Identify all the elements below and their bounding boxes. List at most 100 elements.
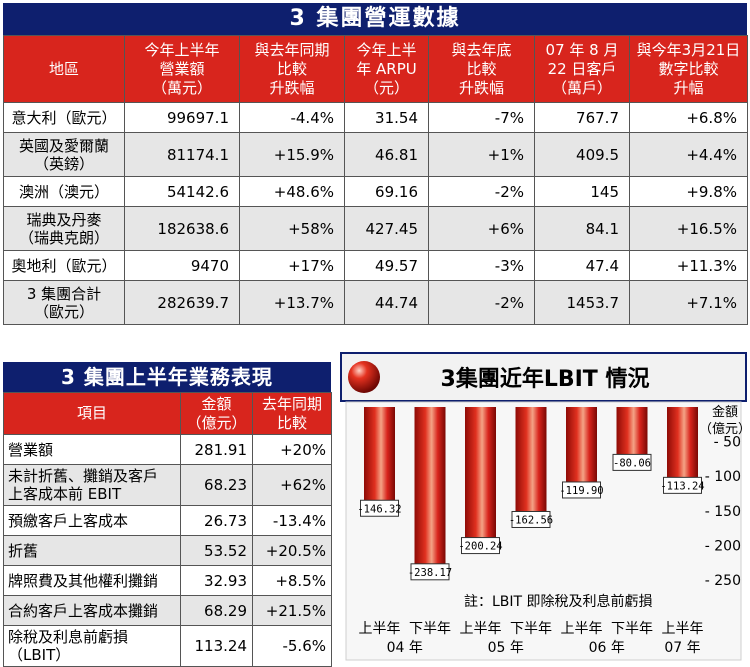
- value-cell: 409.5: [534, 132, 630, 177]
- value-cell: 282639.7: [124, 280, 240, 325]
- chart-note: 註：LBIT 即除稅及利息前虧損: [464, 593, 653, 610]
- table-row: 奧地利（歐元） 9470 +17% 49.57 -3% 47.4 +11.3%: [3, 250, 748, 281]
- lbit-bar: [465, 407, 496, 546]
- table-row: 折舊 53.52 +20.5%: [3, 535, 332, 566]
- header-line: 比較: [466, 59, 497, 78]
- value-cell: 1453.7: [534, 280, 630, 325]
- value-cell: +6.8%: [629, 102, 748, 133]
- value-cell: 26.73: [180, 505, 253, 536]
- table-row: 英國及愛爾蘭 （英鎊） 81174.1 +15.9% 46.81 +1% 409.5 +4.4…: [3, 132, 748, 177]
- region-line: （英鎊）: [33, 154, 94, 173]
- header-line: 07 年 8 月: [545, 40, 619, 59]
- region-cell: 英國及愛爾蘭 （英鎊）: [3, 132, 125, 177]
- y-tick-label: - 250: [705, 573, 741, 589]
- value-cell: 54142.6: [124, 176, 240, 207]
- item-cell: 折舊: [3, 535, 181, 566]
- y-axis-label: （億元）: [699, 421, 747, 437]
- operations-header-2: 與去年同期 比較 升跌幅: [239, 35, 345, 103]
- table-row: 澳洲（澳元） 54142.6 +48.6% 69.16 -2% 145 +9.8%: [3, 176, 748, 207]
- lbit-value-label-box: [360, 499, 399, 517]
- header-line: 今年上半: [356, 40, 417, 59]
- header-line: 營業額: [159, 59, 205, 78]
- header-line: 與今年3月21日: [636, 40, 741, 59]
- region-cell: 3 集團合計 （歐元）: [3, 280, 125, 325]
- y-axis-label: 金額: [712, 404, 738, 420]
- item-cell: 牌照費及其他權利攤銷: [3, 565, 181, 596]
- item-cell: 未計折舊、攤銷及客戶 上客成本前 EBIT: [3, 464, 181, 506]
- item-line: 合約客戶上客成本攤銷: [8, 601, 159, 620]
- region-line: 澳洲（澳元）: [18, 182, 109, 201]
- region-line: （瑞典克朗）: [18, 228, 109, 247]
- chart-title-frame: [340, 352, 747, 402]
- operations-header-1: 今年上半年 營業額 （萬元）: [124, 35, 240, 103]
- value-cell: 281.91: [180, 434, 253, 465]
- value-cell: +21.5%: [252, 595, 332, 626]
- operations-header-6: 與今年3月21日 數字比較 升幅: [629, 35, 748, 103]
- value-cell: +58%: [239, 206, 345, 251]
- value-cell: -13.4%: [252, 505, 332, 536]
- value-cell: 32.93: [180, 565, 253, 596]
- lbit-value-label-box: [511, 510, 551, 528]
- value-cell: +16.5%: [629, 206, 748, 251]
- value-cell: +4.4%: [629, 132, 748, 177]
- value-cell: 44.74: [344, 280, 429, 325]
- lbit-value-label-box: [410, 563, 450, 581]
- value-cell: -5.6%: [252, 625, 332, 667]
- lbit-value-label-box: [461, 537, 500, 555]
- table-row: 未計折舊、攤銷及客戶 上客成本前 EBIT 68.23 +62%: [3, 464, 332, 506]
- header-line: 22 日客戶: [547, 59, 617, 78]
- operations-header-0: 地區: [3, 35, 125, 103]
- table-row: 除稅及利息前虧損 （LBIT） 113.24 -5.6%: [3, 625, 332, 667]
- x-tick-label: 上半年: [662, 621, 704, 637]
- x-year-label: 06 年: [589, 640, 625, 656]
- item-cell: 營業額: [3, 434, 181, 465]
- header-line: 升跌幅: [458, 78, 504, 97]
- business-table: 項目 金額 （億元） 去年同期 比較 營業額 281.91 +20% 未計折舊、攤銷及客戶 上客…: [3, 392, 332, 667]
- header-line: 比較: [276, 413, 307, 432]
- value-cell: 99697.1: [124, 102, 240, 133]
- business-panel: 3 集團上半年業務表現 項目 金額 （億元） 去年同期 比較 營業額 281.91 +20%…: [3, 362, 332, 667]
- value-cell: +48.6%: [239, 176, 345, 207]
- value-cell: 84.1: [534, 206, 630, 251]
- value-cell: +15.9%: [239, 132, 345, 177]
- lbit-value-label: -113.24: [660, 480, 704, 492]
- value-cell: 9470: [124, 250, 240, 281]
- lbit-value-label-box: [663, 476, 702, 494]
- value-cell: +9.8%: [629, 176, 748, 207]
- business-header-2: 去年同期 比較: [252, 392, 332, 435]
- value-cell: -4.4%: [239, 102, 345, 133]
- x-tick-label: 下半年: [611, 621, 653, 637]
- header-line: （元）: [363, 78, 409, 97]
- value-cell: 47.4: [534, 250, 630, 281]
- value-cell: +1%: [428, 132, 535, 177]
- x-tick-label: 下半年: [510, 621, 552, 637]
- operations-header-3: 今年上半年 ARPU （元）: [344, 35, 429, 103]
- x-year-label: 05 年: [488, 640, 524, 656]
- value-cell: -3%: [428, 250, 535, 281]
- x-tick-label: 上半年: [359, 621, 401, 637]
- value-cell: -2%: [428, 176, 535, 207]
- value-cell: 68.29: [180, 595, 253, 626]
- business-header-1: 金額 （億元）: [180, 392, 253, 435]
- region-line: 瑞典及丹麥: [26, 210, 102, 229]
- table-row: 意大利（歐元） 99697.1 -4.4% 31.54 -7% 767.7 +6.8%: [3, 102, 748, 133]
- y-tick-label: - 100: [705, 469, 741, 485]
- header-line: 去年同期: [261, 394, 322, 413]
- y-tick-label: - 150: [705, 504, 741, 520]
- region-line: 3 集團合計: [26, 284, 102, 303]
- lbit-bars: -146.32 -238.17 -200.24 -162.56 -119.90 -80.0…: [357, 407, 705, 581]
- value-cell: 46.81: [344, 132, 429, 177]
- value-cell: 49.57: [344, 250, 429, 281]
- region-cell: 澳洲（澳元）: [3, 176, 125, 207]
- header-line: 升跌幅: [269, 78, 315, 97]
- lbit-bar: [667, 407, 698, 486]
- header-line: （億元）: [186, 413, 247, 432]
- lbit-bar: [515, 407, 547, 520]
- header-line: （萬戶）: [551, 78, 612, 97]
- table-row: 牌照費及其他權利攤銷 32.93 +8.5%: [3, 565, 332, 596]
- y-tick-label: - 200: [705, 538, 741, 554]
- value-cell: 767.7: [534, 102, 630, 133]
- y-tick-label: - 50: [714, 435, 741, 451]
- item-line: 上客成本前 EBIT: [8, 485, 122, 503]
